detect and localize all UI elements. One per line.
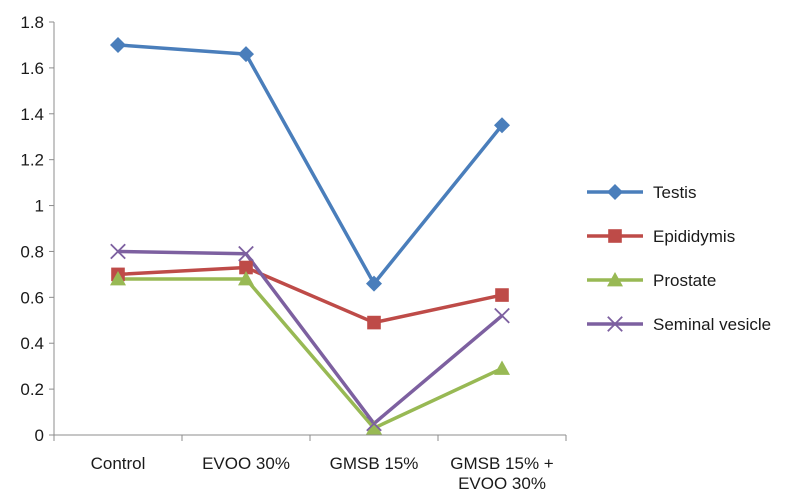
y-tick-label: 1.8 [20,13,44,32]
legend-label: Epididymis [653,227,735,246]
legend-marker-prostate [607,272,623,287]
data-point-prostate-2 [366,420,382,435]
data-point-epididymis-3 [495,288,509,302]
data-point-epididymis-2 [367,315,381,330]
x-tick-label: GMSB 15% [330,454,419,473]
legend-marker-testis [607,184,623,200]
legend-label: Testis [653,183,696,202]
y-tick-label: 1.2 [20,151,44,170]
legend-item-testis: Testis [587,183,696,202]
series-line-testis [117,43,504,286]
series-line-epididymis [117,265,503,325]
y-tick-label: 0.4 [20,334,44,353]
legend-marker-seminal-vesicle [607,316,623,332]
data-point-epididymis-1 [239,260,253,275]
data-point-testis-2 [366,275,382,292]
data-point-prostate-3 [494,360,510,375]
x-tick-label: Control [91,454,146,473]
legend-label: Seminal vesicle [653,315,771,334]
series-lines [117,43,504,430]
y-tick-label: 1 [35,197,44,216]
y-tick-label: 0.8 [20,242,44,261]
y-tick-label: 1.4 [20,105,44,124]
x-tick-label: GMSB 15% + EVOO 30% [450,454,554,493]
data-point-prostate-1 [238,270,254,286]
data-point-seminal-vesicle-2 [366,415,382,432]
series-line-seminal-vesicle [117,249,504,426]
data-point-testis-3 [494,117,510,134]
legend-item-prostate: Prostate [587,271,716,290]
legend-label: Prostate [653,271,716,290]
y-tick-label: 0.6 [20,288,44,307]
y-axis-ticks: 0 0.2 0.4 0.6 0.8 1 1.2 1.4 1.6 1.8 [20,13,54,445]
data-point-testis-0 [110,36,126,53]
data-point-seminal-vesicle-0 [110,243,126,260]
y-tick-label: 0.2 [20,380,44,399]
x-axis-ticks: Control EVOO 30% GMSB 15% GMSB 15% + EVOO 30… [53,435,567,493]
x-tick-label: EVOO 30% [202,454,290,473]
data-point-seminal-vesicle-3 [494,307,510,324]
y-tick-label: 1.6 [20,59,44,78]
data-point-seminal-vesicle-1 [238,245,254,262]
legend-item-epididymis: Epididymis [587,227,735,246]
data-point-testis-1 [238,46,254,63]
legend-item-seminal-vesicle: Seminal vesicle [587,315,771,334]
series-line-prostate [118,277,503,430]
series-markers [110,36,510,435]
legend: Testis Epididymis Prostate Seminal vesicle [587,183,771,334]
y-tick-label: 0 [35,426,44,445]
legend-marker-epididymis [608,229,622,243]
data-point-prostate-0 [110,270,126,286]
